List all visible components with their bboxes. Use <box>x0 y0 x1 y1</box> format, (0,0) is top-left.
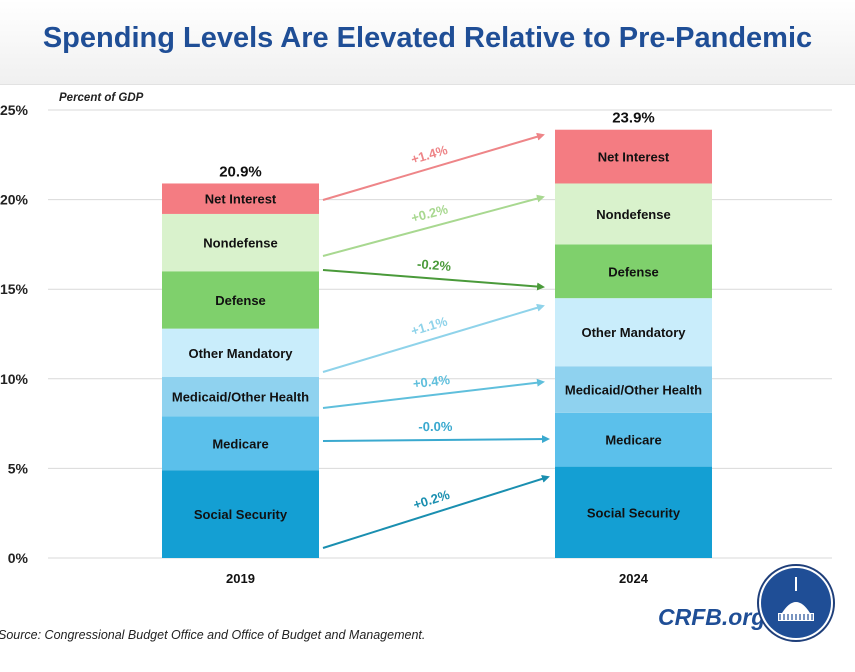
bar-segment <box>162 377 319 417</box>
segment-label: Net Interest <box>598 150 670 165</box>
bar-segment <box>555 129 712 184</box>
x-tick-label: 2019 <box>226 571 255 586</box>
header-band <box>0 0 855 85</box>
change-label: -0.0% <box>418 419 453 434</box>
bar-segment <box>162 213 319 272</box>
bar-segment <box>162 183 319 214</box>
y-tick-label: 10% <box>0 371 29 387</box>
y-axis-label: Percent of GDP <box>59 92 144 104</box>
bar-segment <box>162 328 319 378</box>
change-arrow <box>322 132 545 201</box>
segment-label: Medicaid/Other Health <box>172 390 309 405</box>
change-arrow <box>322 474 550 549</box>
bar-segment <box>555 466 712 558</box>
x-tick-label: 2024 <box>619 571 649 586</box>
bar-segment <box>555 298 712 367</box>
change-arrow <box>322 435 550 444</box>
total-label: 23.9% <box>612 110 655 127</box>
bar-segment <box>162 416 319 471</box>
segment-label: Defense <box>608 264 659 279</box>
chart-title: Spending Levels Are Elevated Relative to… <box>42 22 813 54</box>
crfb-capitol-logo <box>757 564 835 642</box>
change-label: +0.2% <box>410 201 450 225</box>
brand-link[interactable]: CRFB.org <box>658 604 766 630</box>
segment-label: Net Interest <box>205 192 277 207</box>
y-tick-label: 0% <box>8 550 29 566</box>
change-label: +0.4% <box>412 372 451 391</box>
y-tick-label: 15% <box>0 281 29 297</box>
bar-segment <box>162 271 319 329</box>
bar-segment <box>555 366 712 413</box>
bar-segment <box>555 244 712 299</box>
change-label: -0.2% <box>417 256 452 274</box>
source-note: Source: Congressional Budget Office and … <box>0 628 426 642</box>
segment-label: Medicare <box>212 436 268 451</box>
segment-label: Nondefense <box>596 207 670 222</box>
bar-segment <box>162 470 319 558</box>
change-arrow <box>322 269 545 291</box>
segment-label: Defense <box>215 293 266 308</box>
y-tick-label: 5% <box>8 460 29 476</box>
change-arrow <box>322 303 545 373</box>
total-label: 20.9% <box>219 163 262 180</box>
segment-label: Other Mandatory <box>581 325 686 340</box>
segment-label: Nondefense <box>203 236 277 251</box>
segment-label: Other Mandatory <box>188 346 293 361</box>
change-arrow <box>322 378 545 409</box>
segment-label: Medicare <box>605 433 661 448</box>
segment-label: Medicaid/Other Health <box>565 383 702 398</box>
change-arrow <box>322 194 545 257</box>
y-tick-label: 20% <box>0 192 29 208</box>
change-label: +1.4% <box>409 142 449 167</box>
bar-segment <box>555 183 712 245</box>
y-tick-label: 25% <box>0 102 29 118</box>
bar-segment <box>555 412 712 467</box>
segment-label: Social Security <box>587 505 681 520</box>
segment-label: Social Security <box>194 507 288 522</box>
